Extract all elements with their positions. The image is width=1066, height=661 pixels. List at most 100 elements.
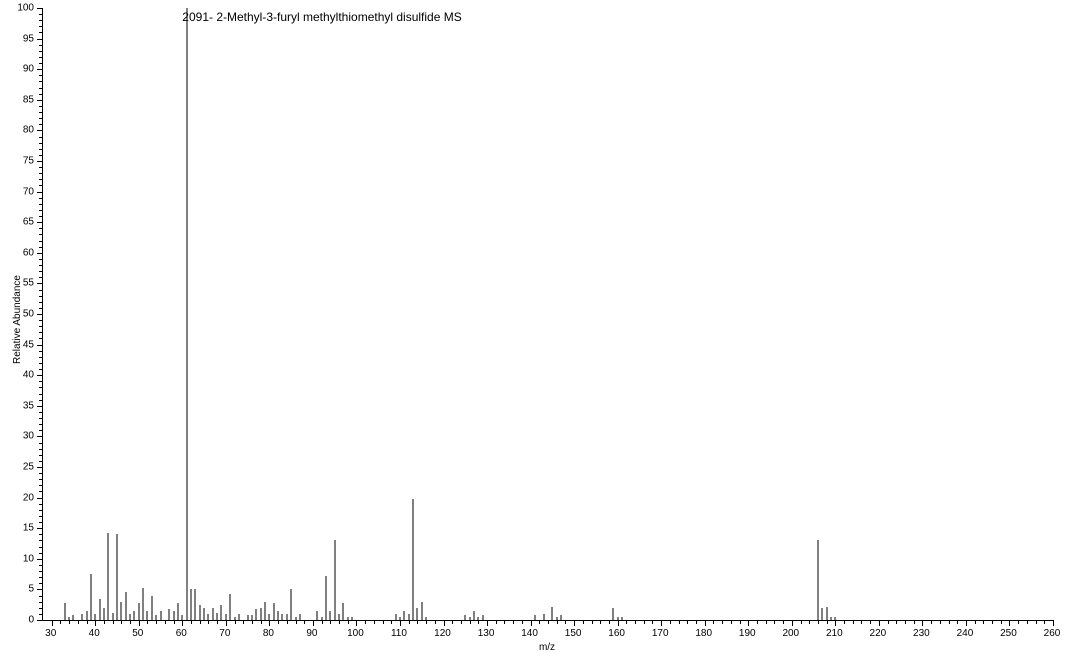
y-tick [37, 222, 43, 223]
x-minor-tick [121, 620, 122, 624]
y-minor-tick [39, 228, 43, 229]
y-minor-tick [39, 394, 43, 395]
x-minor-tick [652, 620, 653, 624]
x-minor-tick [383, 620, 384, 624]
x-minor-tick [914, 620, 915, 624]
x-minor-tick [348, 620, 349, 624]
spectrum-peak [151, 596, 152, 620]
x-minor-tick [644, 620, 645, 624]
y-tick [37, 192, 43, 193]
spectrum-peak [95, 614, 96, 620]
x-minor-tick [957, 620, 958, 624]
spectrum-peak [295, 617, 296, 620]
x-minor-tick [557, 620, 558, 624]
y-minor-tick [39, 614, 43, 615]
spectrum-peak [286, 614, 287, 620]
y-minor-tick [39, 479, 43, 480]
spectrum-peak [234, 617, 235, 620]
x-minor-tick [626, 620, 627, 624]
x-tick [95, 620, 96, 626]
spectrum-peak [404, 611, 405, 620]
x-minor-tick [713, 620, 714, 624]
x-tick-label: 120 [434, 628, 451, 639]
spectrum-peak [90, 574, 91, 620]
y-tick [37, 375, 43, 376]
x-minor-tick [496, 620, 497, 624]
x-minor-tick [87, 620, 88, 624]
y-tick-label: 65 [0, 217, 34, 228]
x-minor-tick [931, 620, 932, 624]
y-tick [37, 406, 43, 407]
x-minor-tick [78, 620, 79, 624]
x-tick-label: 190 [739, 628, 756, 639]
y-minor-tick [39, 26, 43, 27]
spectrum-peak [534, 615, 535, 620]
mass-spectrum-chart: 2091- 2-Methyl-3-furyl methylthiomethyl … [0, 0, 1066, 661]
y-tick-label: 60 [0, 247, 34, 258]
x-tick [1053, 620, 1054, 626]
x-minor-tick [113, 620, 114, 624]
y-minor-tick [39, 106, 43, 107]
x-minor-tick [949, 620, 950, 624]
x-tick-label: 130 [478, 628, 495, 639]
y-minor-tick [39, 510, 43, 511]
y-tick-label: 80 [0, 125, 34, 136]
y-tick [37, 283, 43, 284]
spectrum-peak [347, 617, 348, 620]
y-minor-tick [39, 547, 43, 548]
x-minor-tick [470, 620, 471, 624]
y-minor-tick [39, 553, 43, 554]
x-tick-label: 90 [306, 628, 317, 639]
spectrum-peak [212, 608, 213, 620]
y-minor-tick [39, 455, 43, 456]
y-minor-tick [39, 504, 43, 505]
y-tick [37, 528, 43, 529]
spectrum-peak [473, 611, 474, 620]
spectrum-peak [204, 608, 205, 620]
y-minor-tick [39, 577, 43, 578]
x-minor-tick [905, 620, 906, 624]
spectrum-peak [561, 615, 562, 620]
y-minor-tick [39, 461, 43, 462]
spectrum-peak [556, 617, 557, 620]
y-minor-tick [39, 449, 43, 450]
y-minor-tick [39, 424, 43, 425]
x-minor-tick [539, 620, 540, 624]
y-tick [37, 559, 43, 560]
y-minor-tick [39, 234, 43, 235]
y-minor-tick [39, 596, 43, 597]
spectrum-peak [99, 599, 100, 620]
x-minor-tick [296, 620, 297, 624]
y-minor-tick [39, 210, 43, 211]
spectrum-peak [265, 602, 266, 620]
y-minor-tick [39, 381, 43, 382]
y-minor-tick [39, 430, 43, 431]
x-tick [269, 620, 270, 626]
x-tick-label: 30 [45, 628, 56, 639]
y-minor-tick [39, 167, 43, 168]
x-minor-tick [853, 620, 854, 624]
y-minor-tick [39, 363, 43, 364]
y-tick-label: 75 [0, 156, 34, 167]
x-tick-label: 180 [695, 628, 712, 639]
x-tick [835, 620, 836, 626]
y-minor-tick [39, 534, 43, 535]
x-tick [356, 620, 357, 626]
y-minor-tick [39, 302, 43, 303]
spectrum-peak [622, 617, 623, 620]
y-tick [37, 314, 43, 315]
spectrum-peak [169, 609, 170, 620]
x-minor-tick [147, 620, 148, 624]
spectrum-peak [82, 614, 83, 620]
x-minor-tick [165, 620, 166, 624]
y-minor-tick [39, 57, 43, 58]
x-minor-tick [757, 620, 758, 624]
spectrum-peak [830, 617, 831, 620]
spectrum-peak [417, 608, 418, 620]
spectrum-peak [325, 576, 326, 620]
spectrum-peak [421, 602, 422, 620]
x-tick-label: 210 [826, 628, 843, 639]
x-minor-tick [322, 620, 323, 624]
spectrum-peak [343, 603, 344, 620]
x-tick-label: 250 [1000, 628, 1017, 639]
